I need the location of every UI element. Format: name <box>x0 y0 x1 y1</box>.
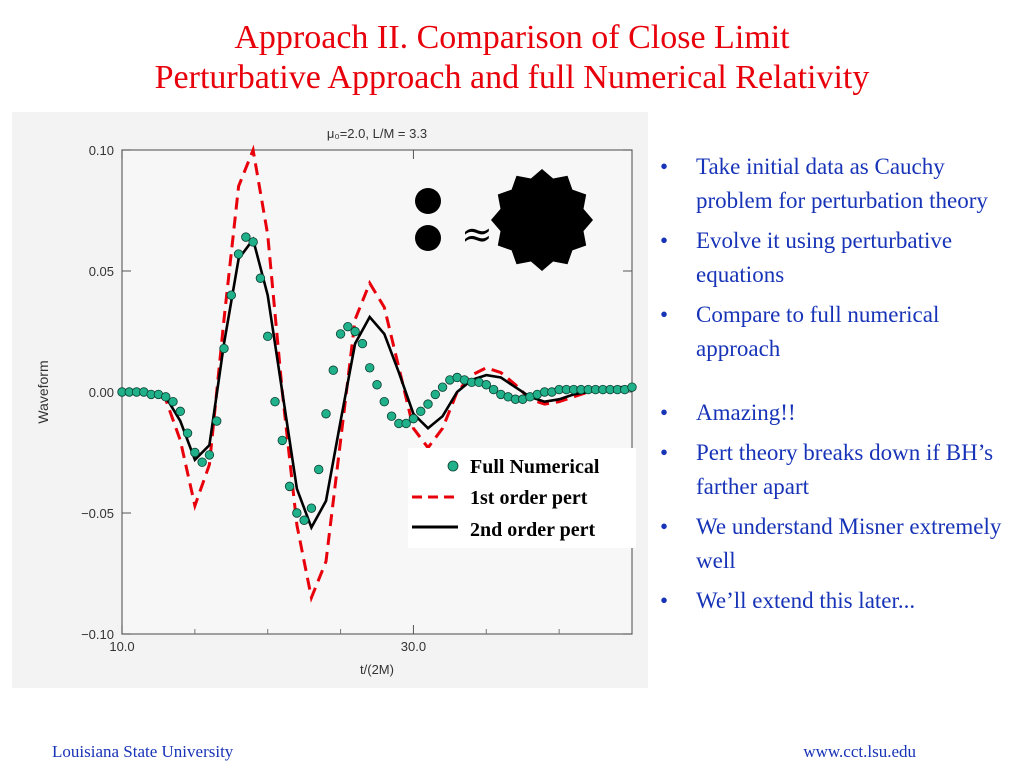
data-point-full-numerical <box>233 249 244 259</box>
bullet-item: Compare to full numerical approach <box>656 298 1016 366</box>
data-point-full-numerical <box>226 290 236 300</box>
footer-url: www.cct.lsu.edu <box>803 742 916 761</box>
data-point-full-numerical <box>314 464 324 475</box>
bullet-item: Take initial data as Cauchy problem for … <box>656 150 1016 218</box>
data-point-full-numerical <box>321 409 331 419</box>
data-point-full-numerical <box>343 321 353 332</box>
waveform-figure: −0.10 −0.05 0.00 0.05 0.10 10.0 30.0 t/(2M) Wave… <box>12 112 648 688</box>
legend-label-second-order-pert: 2nd order pert <box>470 519 596 541</box>
data-point-full-numerical <box>161 392 171 402</box>
data-point-full-numerical <box>423 399 433 409</box>
chart-title: μ₀=2.0, L/M = 3.3 <box>327 126 427 141</box>
y-tick-label: 0.00 <box>89 385 114 400</box>
data-point-full-numerical <box>190 447 200 458</box>
bullet-list: Take initial data as Cauchy problem for … <box>656 150 1016 624</box>
bullet-item: Evolve it using perturbative equations <box>656 224 1016 292</box>
merged-black-hole-icon <box>491 169 593 271</box>
title-line-1: Approach II. Comparison of Close Limit <box>234 19 790 56</box>
data-point-full-numerical <box>255 273 266 283</box>
data-point-full-numerical <box>182 428 193 438</box>
data-point-full-numerical <box>263 331 273 342</box>
bullet-item: We understand Misner extremely well <box>656 510 1016 578</box>
y-tick-label: −0.10 <box>81 627 114 642</box>
waveform-chart: −0.10 −0.05 0.00 0.05 0.10 10.0 30.0 t/(2M) Wave… <box>35 126 637 677</box>
slide-title: Approach II. Comparison of Close Limit P… <box>0 18 1024 98</box>
data-point-full-numerical <box>430 389 440 400</box>
data-point-full-numerical <box>416 406 426 417</box>
series-line-first-order-pert <box>122 144 632 603</box>
data-point-full-numerical <box>306 503 317 513</box>
legend-label-first-order-pert: 1st order pert <box>470 487 588 509</box>
x-axis-label: t/(2M) <box>360 662 394 677</box>
black-hole-icon <box>415 225 441 251</box>
data-point-full-numerical <box>372 380 382 390</box>
data-point-full-numerical <box>175 406 185 417</box>
data-point-full-numerical <box>437 382 448 392</box>
data-point-full-numerical <box>350 326 360 337</box>
data-point-full-numerical <box>197 457 207 467</box>
data-point-full-numerical <box>168 396 178 407</box>
x-tick-label: 30.0 <box>401 639 426 654</box>
data-point-full-numerical <box>408 413 419 424</box>
data-point-full-numerical <box>277 435 287 446</box>
data-point-full-numerical <box>299 515 309 525</box>
black-hole-icon <box>415 188 441 214</box>
data-point-full-numerical <box>248 237 258 247</box>
data-point-full-numerical <box>386 411 397 421</box>
y-tick-label: 0.10 <box>89 143 114 158</box>
data-point-full-numerical <box>401 418 411 429</box>
data-point-full-numerical <box>627 382 637 392</box>
data-point-full-numerical <box>204 450 215 460</box>
footer-institution: Louisiana State University <box>52 742 234 761</box>
data-point-full-numerical <box>365 363 375 373</box>
data-point-full-numerical <box>481 380 491 390</box>
data-point-full-numerical <box>241 232 251 242</box>
bullet-item: We’ll extend this later... <box>656 584 1016 618</box>
data-point-full-numerical <box>357 338 368 349</box>
x-tick-label: 10.0 <box>109 639 134 654</box>
data-point-full-numerical <box>328 365 338 375</box>
approx-symbol: ≈ <box>461 212 493 256</box>
bullet-item: Amazing!! <box>656 396 1016 430</box>
data-point-full-numerical <box>379 396 389 407</box>
series-line-second-order-pert <box>122 236 632 531</box>
data-point-full-numerical <box>292 508 302 518</box>
data-point-full-numerical <box>212 416 222 426</box>
bullet-item: Pert theory breaks down if BH’s farther … <box>656 436 1016 504</box>
y-tick-label: −0.05 <box>81 506 114 521</box>
data-point-full-numerical <box>335 329 346 339</box>
data-point-full-numerical <box>270 396 280 407</box>
y-tick-label: 0.05 <box>89 264 114 279</box>
data-point-full-numerical <box>488 384 499 395</box>
y-axis-label: Waveform <box>35 360 51 423</box>
data-point-full-numerical <box>284 481 295 492</box>
legend-label-full-numerical: Full Numerical <box>470 456 600 478</box>
title-line-2: Perturbative Approach and full Numerical… <box>154 59 870 96</box>
data-point-full-numerical <box>219 343 229 354</box>
legend-swatch-full-numerical <box>447 460 459 472</box>
